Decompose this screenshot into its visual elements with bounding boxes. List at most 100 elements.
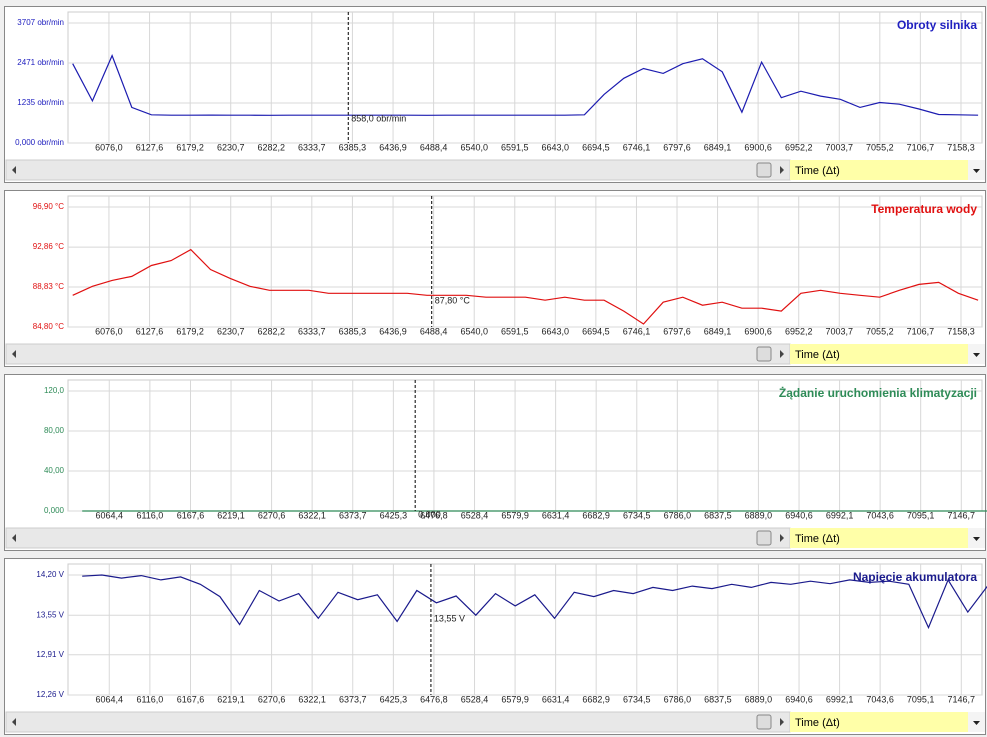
x-tick-label: 6230,7 [217,142,245,152]
scroll-right[interactable] [780,166,784,174]
x-tick-label: 7043,6 [866,694,894,704]
x-tick-label: 6373,7 [339,510,367,520]
x-tick-label: 7106,7 [907,142,935,152]
x-tick-label: 6786,0 [664,510,692,520]
x-tick-label: 6900,6 [744,142,772,152]
scroll-thumb[interactable] [756,530,772,546]
plot-area [67,563,983,696]
y-tick-label: 0,000 obr/min [15,138,64,147]
x-tick-label: 7095,1 [907,694,935,704]
cursor-label: 13,55 V [434,614,465,624]
y-tick-label: 12,91 V [36,650,64,659]
x-tick-label: 6127,6 [136,326,164,336]
x-tick-label: 6488,4 [420,326,448,336]
x-tick-label: 6333,7 [298,326,326,336]
x-tick-label: 6849,1 [704,142,732,152]
cursor-label: 87,80 °C [435,296,471,306]
scroll-thumb[interactable] [756,714,772,730]
x-tick-label: 7003,7 [826,142,854,152]
x-tick-label: 6282,2 [258,142,286,152]
x-tick-label: 6900,6 [744,326,772,336]
x-tick-label: 6837,5 [704,510,732,520]
x-tick-label: 6797,6 [663,326,691,336]
scroll-left[interactable] [12,718,16,726]
x-tick-label: 6333,7 [298,142,326,152]
x-tick-label: 6179,2 [176,142,204,152]
scrollbar[interactable] [5,159,791,181]
cursor-label: 858,0 obr/min [351,114,406,124]
x-tick-label: 6076,0 [95,142,123,152]
x-tick-label: 6682,9 [582,694,610,704]
time-selector[interactable] [790,344,968,364]
time-selector-label: Time (Δt) [795,533,840,545]
y-tick-label: 14,20 V [36,570,64,579]
data-line [72,248,979,325]
y-tick-label: 92,86 °C [33,242,64,251]
x-tick-label: 6746,1 [623,326,651,336]
x-tick-label: 6540,0 [460,326,488,336]
dropdown-arrow [973,537,980,541]
x-tick-label: 7055,2 [866,326,894,336]
data-line [82,574,987,630]
x-tick-label: 6436,9 [379,142,407,152]
x-tick-label: 6694,5 [582,142,610,152]
x-tick-label: 6952,2 [785,142,813,152]
x-tick-label: 6179,2 [176,326,204,336]
x-tick-label: 6528,4 [461,694,489,704]
x-tick-label: 6540,0 [460,142,488,152]
x-tick-label: 7106,7 [907,326,935,336]
x-tick-label: 6837,5 [704,694,732,704]
x-tick-label: 6436,9 [379,326,407,336]
x-tick-label: 6631,4 [542,510,570,520]
x-tick-label: 7095,1 [907,510,935,520]
x-tick-label: 6889,0 [745,694,773,704]
scrollbar[interactable] [5,711,791,733]
x-tick-label: 6230,7 [217,326,245,336]
x-tick-label: 6322,1 [298,510,326,520]
scroll-left[interactable] [12,166,16,174]
scrollbar[interactable] [5,527,791,549]
scroll-thumb[interactable] [756,162,772,178]
scroll-left[interactable] [12,534,16,542]
y-tick-label: 13,55 V [36,610,64,619]
x-tick-label: 6579,9 [501,510,529,520]
time-selector-label: Time (Δt) [795,349,840,361]
x-tick-label: 6167,6 [177,510,205,520]
time-selector[interactable] [790,712,968,732]
x-tick-label: 6734,5 [623,510,651,520]
scroll-right[interactable] [780,350,784,358]
dropdown-arrow [973,169,980,173]
x-tick-label: 7043,6 [866,510,894,520]
x-tick-label: 7146,7 [948,510,976,520]
x-tick-label: 6940,6 [785,694,813,704]
time-selector[interactable] [790,528,968,548]
x-tick-label: 6476,8 [420,510,448,520]
x-tick-label: 6270,6 [258,510,286,520]
x-tick-label: 6631,4 [542,694,570,704]
x-tick-label: 6643,0 [542,142,570,152]
scroll-left[interactable] [12,350,16,358]
time-selector[interactable] [790,160,968,180]
x-tick-label: 6940,6 [785,510,813,520]
time-selector-label: Time (Δt) [795,165,840,177]
x-tick-label: 6734,5 [623,694,651,704]
x-tick-label: 6064,4 [95,694,123,704]
scrollbar[interactable] [5,343,791,365]
y-tick-label: 0,000 [44,506,65,515]
x-tick-label: 6476,8 [420,694,448,704]
chart-title: Żądanie uruchomienia klimatyzacji [779,385,977,400]
y-tick-label: 96,90 °C [33,202,64,211]
scroll-thumb[interactable] [756,346,772,362]
x-tick-label: 6992,1 [826,510,854,520]
x-tick-label: 6425,3 [380,694,408,704]
x-tick-label: 6425,3 [380,510,408,520]
x-tick-label: 6116,0 [136,694,163,704]
x-tick-label: 6116,0 [136,510,163,520]
x-tick-label: 6992,1 [826,694,854,704]
scroll-right[interactable] [780,718,784,726]
y-tick-label: 88,83 °C [33,282,64,291]
plot-area [67,11,983,144]
scroll-right[interactable] [780,534,784,542]
